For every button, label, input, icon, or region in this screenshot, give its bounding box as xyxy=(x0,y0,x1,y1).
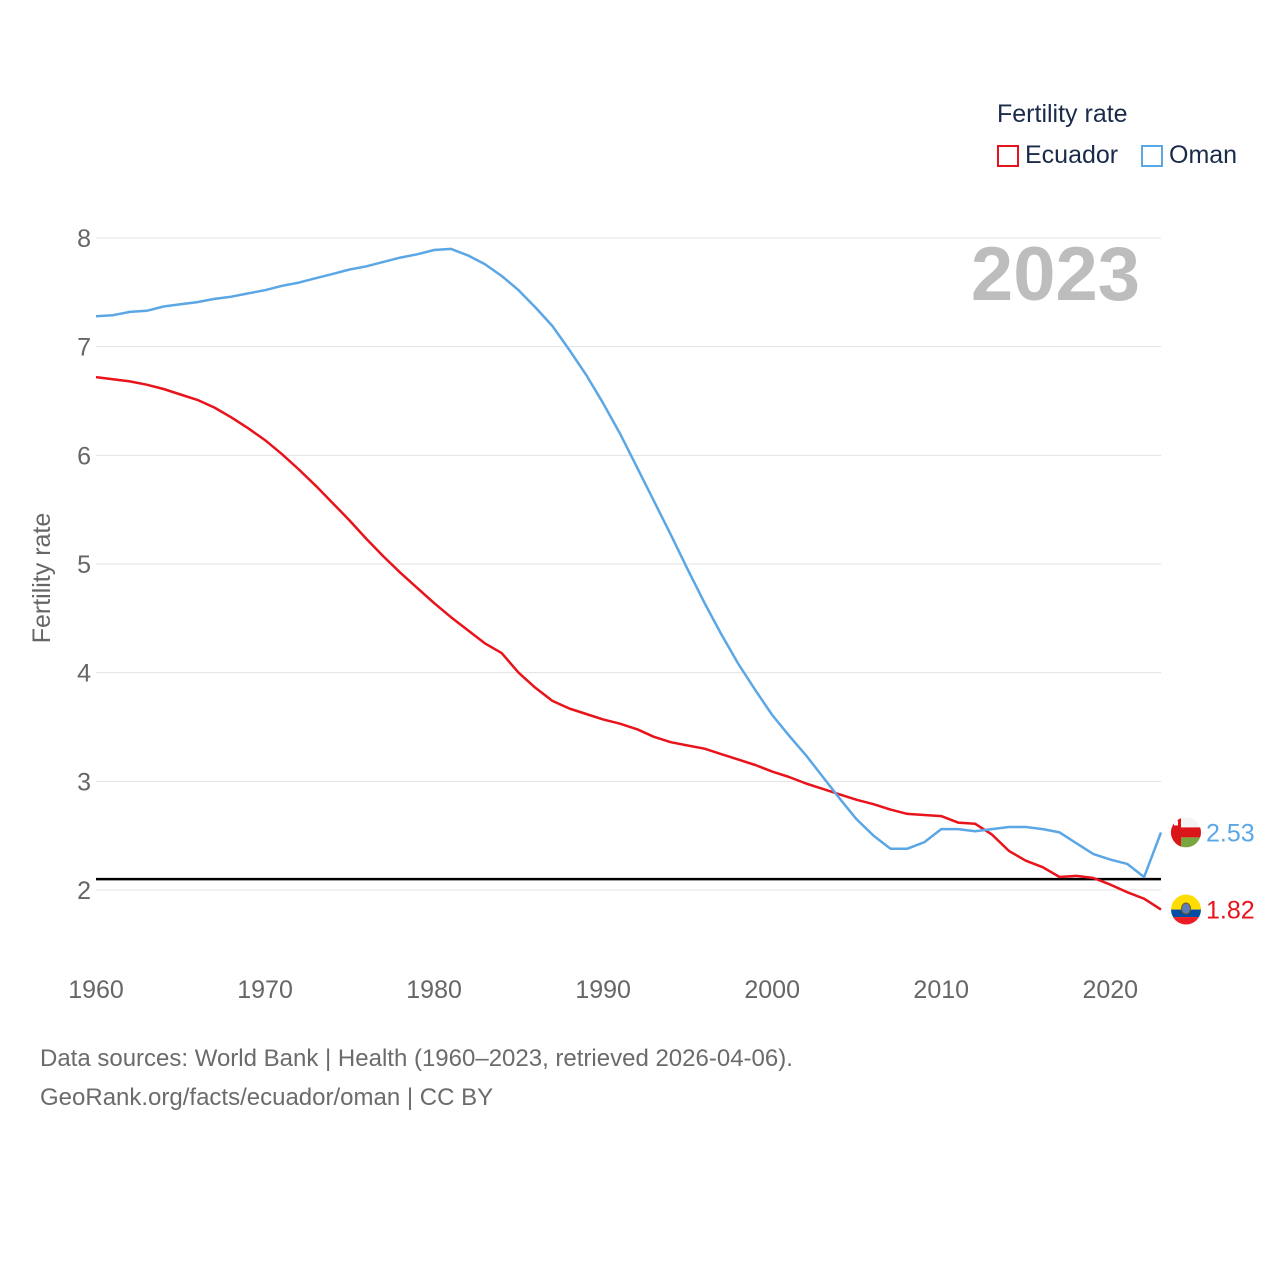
y-tick-label: 8 xyxy=(77,225,91,253)
end-value-label-oman: 2.53 xyxy=(1206,819,1255,847)
y-axis-ticks: 2 3 4 5 6 7 8 xyxy=(77,225,91,905)
x-tick-label: 1990 xyxy=(575,976,631,1004)
x-tick-label: 2000 xyxy=(744,976,800,1004)
series-line-ecuador[interactable] xyxy=(95,375,1162,911)
year-label: 2023 xyxy=(971,232,1140,317)
legend-item-ecuador[interactable]: Ecuador xyxy=(997,141,1118,170)
legend-label-ecuador: Ecuador xyxy=(1025,141,1119,169)
x-axis-ticks: 1960 1970 1980 1990 2000 2010 2020 xyxy=(68,976,1138,1004)
x-tick-label: 2020 xyxy=(1082,976,1138,1004)
legend-swatch-ecuador xyxy=(997,144,1019,167)
y-tick-label: 6 xyxy=(77,442,91,470)
series-lines xyxy=(95,247,1163,911)
y-tick-label: 7 xyxy=(77,334,91,362)
y-tick-label: 3 xyxy=(77,768,91,796)
x-tick-label: 2010 xyxy=(913,976,969,1004)
legend-item-oman[interactable]: Oman xyxy=(1141,141,1237,170)
source-link[interactable]: GeoRank.org/facts/ecuador/oman | CC BY xyxy=(40,1084,494,1111)
x-tick-label: 1960 xyxy=(68,976,124,1004)
source-note: Data sources: World Bank | Health (1960–… xyxy=(40,1045,793,1072)
y-tick-label: 4 xyxy=(77,660,91,688)
y-axis-title: Fertility rate xyxy=(28,513,56,644)
series-end-markers: 1.82 2.53 xyxy=(1171,817,1255,925)
y-tick-label: 2 xyxy=(77,877,91,905)
legend-title: Fertility rate xyxy=(997,100,1128,128)
flag-icon-ecuador xyxy=(1171,894,1201,925)
legend-swatch-oman xyxy=(1141,144,1163,167)
y-tick-label: 5 xyxy=(77,551,91,579)
x-tick-label: 1980 xyxy=(406,976,462,1004)
gridlines xyxy=(96,237,1161,891)
series-line-oman[interactable] xyxy=(95,247,1163,879)
x-tick-label: 1970 xyxy=(237,976,293,1004)
flag-icon-oman xyxy=(1171,817,1201,848)
end-value-label-ecuador: 1.82 xyxy=(1206,897,1255,925)
legend-label-oman: Oman xyxy=(1169,141,1238,169)
